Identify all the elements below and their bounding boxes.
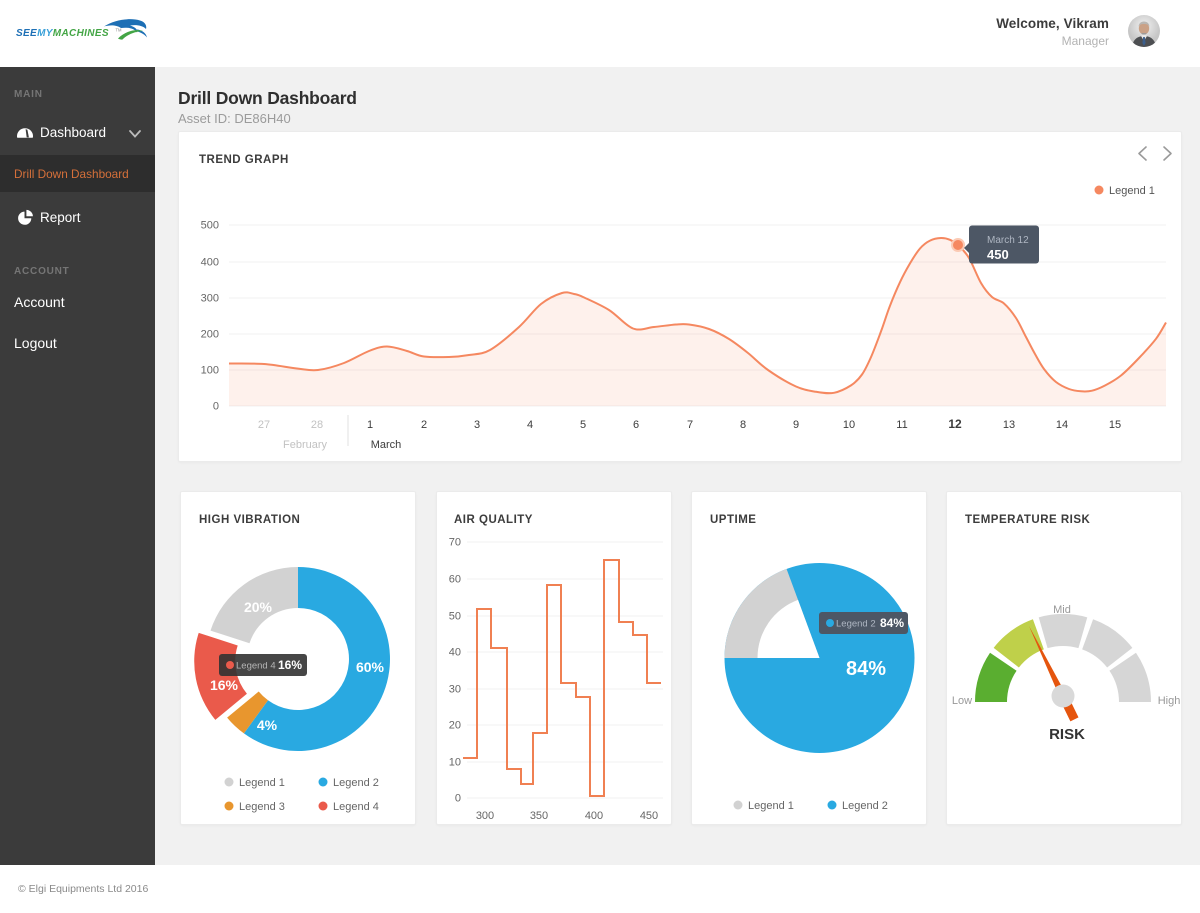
- svg-text:450: 450: [987, 247, 1009, 262]
- svg-text:2: 2: [421, 419, 427, 431]
- svg-text:16%: 16%: [210, 677, 239, 693]
- svg-text:10: 10: [449, 757, 461, 769]
- svg-text:11: 11: [896, 419, 907, 431]
- svg-text:20: 20: [449, 720, 461, 732]
- svg-text:500: 500: [201, 220, 219, 232]
- svg-text:Legend 3: Legend 3: [239, 801, 285, 813]
- svg-text:400: 400: [585, 810, 603, 822]
- svg-text:40: 40: [449, 647, 461, 659]
- svg-text:9: 9: [793, 419, 799, 431]
- svg-text:Legend 2: Legend 2: [333, 777, 379, 789]
- svg-text:March 12: March 12: [987, 235, 1029, 246]
- svg-text:27: 27: [258, 419, 270, 431]
- svg-text:350: 350: [530, 810, 548, 822]
- svg-text:70: 70: [449, 537, 461, 549]
- svg-text:60%: 60%: [356, 659, 385, 675]
- svg-text:3: 3: [474, 419, 480, 431]
- svg-text:4%: 4%: [257, 717, 278, 733]
- svg-text:February: February: [283, 439, 328, 451]
- svg-text:0: 0: [455, 793, 461, 805]
- svg-text:Low: Low: [952, 695, 972, 707]
- svg-text:50: 50: [449, 611, 461, 623]
- svg-text:60: 60: [449, 574, 461, 586]
- svg-text:84%: 84%: [880, 616, 904, 630]
- svg-text:30: 30: [449, 684, 461, 696]
- svg-text:4: 4: [527, 419, 533, 431]
- svg-text:0: 0: [213, 401, 219, 413]
- svg-text:RISK: RISK: [1049, 726, 1085, 743]
- svg-text:28: 28: [311, 419, 323, 431]
- svg-text:20%: 20%: [244, 599, 273, 615]
- svg-text:Legend 2: Legend 2: [842, 800, 888, 812]
- svg-text:8: 8: [740, 419, 746, 431]
- svg-text:450: 450: [640, 810, 658, 822]
- svg-text:High: High: [1158, 695, 1181, 707]
- svg-text:5: 5: [580, 419, 586, 431]
- svg-text:15: 15: [1109, 419, 1121, 431]
- svg-text:14: 14: [1056, 419, 1068, 431]
- svg-text:300: 300: [201, 293, 219, 305]
- svg-text:84%: 84%: [846, 658, 886, 680]
- svg-text:400: 400: [201, 257, 219, 269]
- svg-text:1: 1: [367, 419, 373, 431]
- svg-text:7: 7: [687, 419, 693, 431]
- svg-text:Legend 1: Legend 1: [1109, 185, 1155, 197]
- svg-text:March: March: [371, 439, 402, 451]
- svg-text:12: 12: [948, 417, 962, 431]
- svg-text:100: 100: [201, 365, 219, 377]
- svg-text:TM: TM: [116, 28, 123, 33]
- svg-text:Mid: Mid: [1053, 604, 1071, 616]
- svg-text:SEEMYMACHINES: SEEMYMACHINES: [16, 28, 109, 39]
- svg-text:6: 6: [633, 419, 639, 431]
- svg-text:Legend 1: Legend 1: [239, 777, 285, 789]
- svg-text:16%: 16%: [278, 658, 302, 672]
- svg-text:Legend 4: Legend 4: [333, 801, 379, 813]
- svg-text:Legend 2: Legend 2: [836, 619, 876, 630]
- svg-text:10: 10: [843, 419, 855, 431]
- svg-text:200: 200: [201, 329, 219, 341]
- svg-text:13: 13: [1003, 419, 1015, 431]
- svg-text:Legend 4: Legend 4: [236, 661, 276, 672]
- svg-text:300: 300: [476, 810, 494, 822]
- svg-text:Legend 1: Legend 1: [748, 800, 794, 812]
